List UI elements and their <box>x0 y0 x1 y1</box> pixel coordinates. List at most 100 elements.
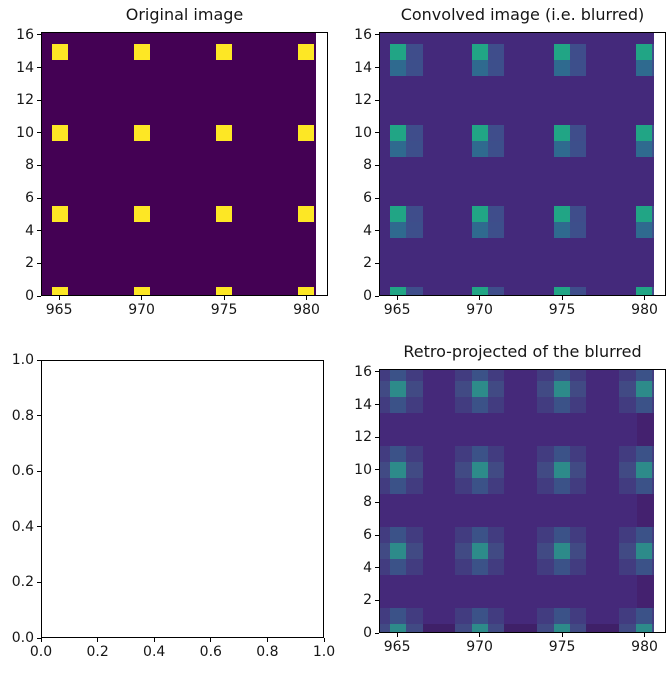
heatmap-cell <box>537 445 554 462</box>
heatmap-cell <box>651 286 654 295</box>
heatmap-cell <box>553 542 570 560</box>
heatmap-cell <box>553 478 570 495</box>
heatmap-cell <box>471 286 489 295</box>
heatmap-cell <box>553 607 570 624</box>
heatmap-cell <box>619 370 636 382</box>
y-tick-label: 0 <box>363 625 372 641</box>
heatmap-cell <box>488 542 505 560</box>
x-tick-label: 0.2 <box>86 644 109 660</box>
heatmap-cell <box>553 445 570 462</box>
heatmap-cell <box>406 607 423 624</box>
heatmap-cell <box>488 370 505 382</box>
y-tick-label: 14 <box>16 59 34 76</box>
heatmap-cell <box>569 445 587 462</box>
heatmap-cell <box>455 370 472 382</box>
heatmap-cell <box>488 478 505 495</box>
heatmap-cell <box>389 141 407 158</box>
heatmap-cell <box>389 559 407 576</box>
heatmap-cell <box>651 141 654 158</box>
heatmap-cell <box>133 124 151 142</box>
y-tick-label: 16 <box>16 26 34 43</box>
heatmap-cell <box>389 60 407 77</box>
heatmap-cell <box>488 526 505 543</box>
heatmap-cell <box>635 397 652 414</box>
heatmap-cell <box>635 559 652 576</box>
y-tick-label: 2 <box>25 255 34 272</box>
x-tick-label: 980 <box>631 639 658 655</box>
heatmap-cell <box>553 397 570 414</box>
edge-band <box>380 623 654 632</box>
heatmap-cell <box>455 542 472 560</box>
heatmap-cell <box>537 526 554 543</box>
x-tick-mark <box>479 296 481 300</box>
y-tick-label: 0.0 <box>11 630 34 646</box>
heatmap-cell <box>471 461 489 479</box>
heatmap-cell <box>51 286 69 295</box>
heatmap-cell <box>380 370 390 382</box>
y-tick-label: 4 <box>363 559 372 576</box>
heatmap-cell <box>455 526 472 543</box>
heatmap-cell <box>651 542 654 560</box>
heatmap-cell <box>488 60 505 77</box>
y-tick-mark <box>37 197 41 199</box>
heatmap-cell <box>133 205 151 223</box>
heatmap-cell <box>297 286 314 295</box>
heatmap-cell <box>569 623 587 632</box>
y-tick-mark <box>375 501 379 503</box>
heatmap-cell <box>651 60 654 77</box>
heatmap-cell <box>380 559 390 576</box>
heatmap-cell <box>569 205 587 223</box>
heatmap-cell <box>406 542 423 560</box>
heatmap-cell <box>537 461 554 479</box>
heatmap-cell <box>488 559 505 576</box>
heatmap-cell <box>537 559 554 576</box>
heatmap-cell <box>635 461 652 479</box>
heatmap-cell <box>651 623 654 632</box>
heatmap-cell <box>635 370 652 382</box>
subplot-original: Original image 965 970 975 980 0 2 4 6 8 10 12 14 16 <box>16 5 328 317</box>
heatmap-cell <box>553 526 570 543</box>
heatmap-cell <box>455 607 472 624</box>
x-tick-mark <box>479 633 481 637</box>
x-tick-label: 975 <box>548 302 576 318</box>
heatmap-cell <box>553 141 570 158</box>
heatmap-cell <box>651 124 654 142</box>
heatmap-cell <box>651 370 654 382</box>
y-tick-label: 10 <box>354 124 372 141</box>
heatmap-cell <box>406 370 423 382</box>
heatmap-cell <box>488 205 505 223</box>
x-tick-mark <box>266 638 268 642</box>
x-tick-mark <box>210 638 212 642</box>
x-tick-mark <box>97 638 99 642</box>
subplot-convolved: Convolved image (i.e. blurred) 965 970 975… <box>354 5 666 317</box>
heatmap-cell <box>619 559 636 576</box>
subplot-empty: 0.0 0.2 0.4 0.6 0.8 1.0 0.0 0.2 0.4 0.6 0.8 1.0 <box>12 353 335 659</box>
heatmap-cell <box>651 222 654 239</box>
heatmap-cell <box>406 478 423 495</box>
x-tick-mark <box>561 633 563 637</box>
heatmap-cell <box>471 559 489 576</box>
heatmap-cell <box>471 141 489 158</box>
heatmap-cell <box>553 44 570 61</box>
heatmap-cell <box>389 526 407 543</box>
heatmap-cell <box>488 44 505 61</box>
heatmap-cell <box>406 222 423 239</box>
heatmap-cell <box>471 381 489 398</box>
heatmap-cell <box>569 559 587 576</box>
x-tick-mark <box>141 296 143 300</box>
heatmap-cell <box>635 445 652 462</box>
subplot-retro: Retro-projected of the blurred 965 970 975… <box>354 342 666 654</box>
heatmap-cell <box>455 381 472 398</box>
heatmap-cell <box>488 445 505 462</box>
y-tick-mark <box>375 567 379 569</box>
x-tick-label: 980 <box>293 302 320 318</box>
heatmap-cell <box>635 542 652 560</box>
heatmap-cell <box>455 461 472 479</box>
x-tick-label: 965 <box>383 639 411 655</box>
y-tick-label: 2 <box>363 592 372 609</box>
image-heatmap <box>380 33 654 295</box>
y-tick-mark <box>37 526 41 528</box>
plot-title: Original image <box>125 5 244 24</box>
heatmap-cell <box>406 461 423 479</box>
